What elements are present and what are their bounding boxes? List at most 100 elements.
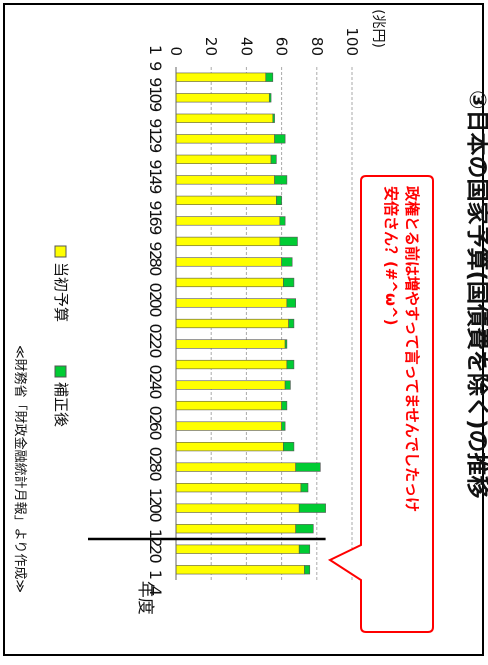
category-tick-label-2002: 2002 bbox=[146, 291, 165, 356]
bar-initial-1998 bbox=[175, 236, 281, 247]
bar-initial-2010 bbox=[175, 483, 302, 493]
bar-initial-1995 bbox=[175, 175, 275, 185]
bar-initial-1991 bbox=[175, 93, 270, 103]
category-tick-1994: 1994 bbox=[146, 127, 165, 192]
unit-label-group: (兆円) bbox=[370, 9, 386, 48]
category-tick-label-1992: 1992 bbox=[146, 86, 165, 151]
bar-initial-1992 bbox=[175, 113, 274, 123]
bar-initial-2008 bbox=[175, 442, 284, 452]
bar-initial-2006 bbox=[175, 400, 282, 411]
bar-supplementary-2002 bbox=[288, 318, 295, 329]
value-tick-100: 100 bbox=[343, 27, 361, 56]
bar-initial-1993 bbox=[175, 134, 275, 144]
bar-supplementary-1998 bbox=[279, 236, 298, 247]
category-tick-1996: 1996 bbox=[146, 168, 165, 233]
category-tick-1998: 1998 bbox=[146, 209, 165, 274]
bar-initial-2009 bbox=[175, 462, 296, 472]
value-tick-60: 60 bbox=[273, 37, 291, 56]
value-tick-0: 0 bbox=[167, 46, 185, 56]
category-tick-label-1994: 1994 bbox=[146, 127, 165, 192]
bar-supplementary-2013 bbox=[298, 544, 311, 554]
bar-supplementary-2009 bbox=[295, 462, 321, 472]
bar-initial-2014 bbox=[175, 565, 305, 575]
bar-initial-2007 bbox=[175, 421, 282, 431]
category-tick-2004: 2004 bbox=[146, 332, 165, 397]
bar-supplementary-2012 bbox=[295, 524, 314, 534]
bar-supplementary-1990 bbox=[265, 72, 274, 82]
bar-initial-1994 bbox=[175, 154, 272, 164]
source-note: ≪財務省「財政金融統計月報」より作成≫ bbox=[12, 345, 28, 593]
bar-initial-1999 bbox=[175, 257, 282, 267]
bar-supplementary-2005 bbox=[284, 380, 291, 390]
bar-supplementary-2004 bbox=[286, 359, 295, 370]
category-tick-label-2004: 2004 bbox=[146, 332, 165, 397]
axes-group bbox=[88, 67, 326, 580]
category-tick-label-2012: 2012 bbox=[146, 496, 165, 561]
bar-initial-2011 bbox=[175, 503, 300, 513]
bar-initial-1997 bbox=[175, 216, 281, 226]
category-tick-2006: 2006 bbox=[146, 373, 165, 438]
callout-line-1: 政権とる前は増やすって言ってませんでしたっけ bbox=[403, 186, 421, 512]
category-tick-1992: 1992 bbox=[146, 86, 165, 151]
value-tick-label-0: 0 bbox=[167, 46, 185, 56]
bar-supplementary-1993 bbox=[274, 134, 286, 144]
unit-label: (兆円) bbox=[370, 9, 386, 48]
bar-supplementary-2011 bbox=[298, 503, 326, 513]
bar-initial-2003 bbox=[175, 339, 286, 349]
bar-supplementary-1995 bbox=[274, 175, 288, 185]
bar-supplementary-2000 bbox=[283, 277, 295, 288]
chart-title: ③日本の国家予算(国債費を除く)の推移 bbox=[464, 90, 488, 499]
bar-supplementary-2006 bbox=[281, 400, 288, 411]
bar-supplementary-2010 bbox=[300, 483, 309, 493]
value-tick-label-80: 80 bbox=[308, 37, 326, 56]
bar-initial-2005 bbox=[175, 380, 286, 390]
bar-supplementary-1994 bbox=[270, 154, 277, 164]
bar-initial-2012 bbox=[175, 524, 296, 534]
category-tick-label-2000: 2000 bbox=[146, 250, 165, 315]
category-axis-label: 年度 bbox=[135, 581, 155, 615]
bar-initial-2000 bbox=[175, 277, 284, 288]
value-tick-80: 80 bbox=[308, 37, 326, 56]
bar-initial-2004 bbox=[175, 359, 288, 370]
bar-supplementary-2014 bbox=[304, 565, 311, 575]
bar-supplementary-1991 bbox=[268, 93, 272, 103]
value-tick-label-20: 20 bbox=[202, 37, 220, 56]
bar-supplementary-1999 bbox=[281, 257, 293, 267]
category-tick-2000: 2000 bbox=[146, 250, 165, 315]
bar-supplementary-1992 bbox=[272, 113, 275, 123]
bar-supplementary-2001 bbox=[286, 298, 296, 308]
category-tick-label-2008: 2008 bbox=[146, 414, 165, 479]
bar-initial-2001 bbox=[175, 298, 288, 308]
category-tick-2008: 2008 bbox=[146, 414, 165, 479]
legend: 当初予算 補正後 bbox=[52, 245, 70, 427]
category-tick-label-1990: 1990 bbox=[146, 45, 165, 110]
callout: 政権とる前は増やすって言ってませんでしたっけ 安倍さん？(#^ω^) bbox=[327, 175, 434, 633]
value-tick-20: 20 bbox=[202, 37, 220, 56]
legend-label-initial: 当初予算 bbox=[52, 262, 70, 322]
bar-supplementary-2003 bbox=[284, 339, 288, 349]
category-tick-1990: 1990 bbox=[146, 45, 165, 110]
category-tick-2014: 2014 bbox=[146, 537, 165, 602]
value-tick-40: 40 bbox=[237, 37, 255, 56]
tick-labels-group: 0 20 40 60 80 100 (兆円) 199019921994199619982000… bbox=[135, 9, 386, 615]
bar-supplementary-1996 bbox=[276, 195, 282, 205]
legend-label-supplementary: 補正後 bbox=[52, 382, 70, 427]
bar-supplementary-2008 bbox=[283, 442, 295, 452]
bars-group bbox=[175, 72, 326, 575]
category-tick-2012: 2012 bbox=[146, 496, 165, 561]
category-tick-label-1996: 1996 bbox=[146, 168, 165, 233]
value-tick-label-60: 60 bbox=[273, 37, 291, 56]
value-tick-label-100: 100 bbox=[343, 27, 361, 56]
category-tick-2002: 2002 bbox=[146, 291, 165, 356]
category-tick-label-1998: 1998 bbox=[146, 209, 165, 274]
callout-bubble bbox=[327, 175, 434, 633]
bar-initial-2002 bbox=[175, 318, 289, 329]
category-tick-label-2014: 2014 bbox=[146, 537, 165, 602]
category-tick-label-2010: 2010 bbox=[146, 455, 165, 520]
bar-initial-1996 bbox=[175, 195, 277, 205]
value-tick-label-40: 40 bbox=[237, 37, 255, 56]
callout-line-2: 安倍さん？(#^ω^) bbox=[382, 186, 400, 325]
bar-initial-1990 bbox=[175, 72, 267, 82]
category-axis-label-group: 年度 bbox=[135, 581, 155, 615]
